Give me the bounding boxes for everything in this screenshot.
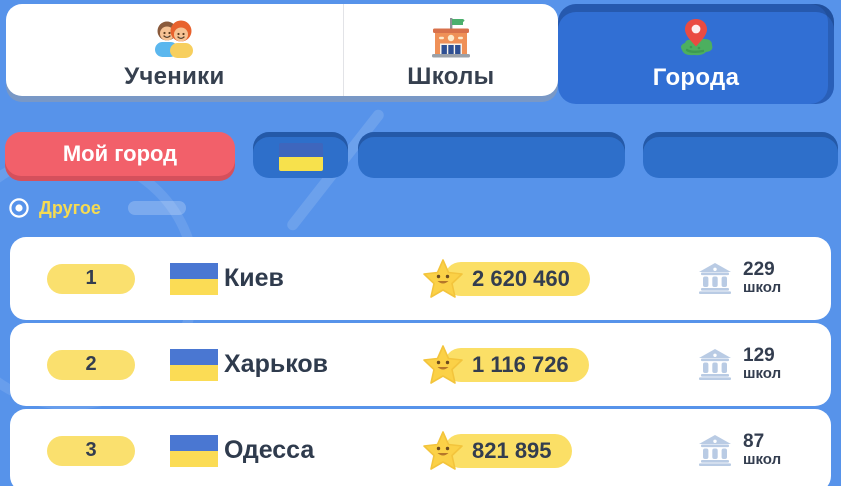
my-city-button-label: Мой город	[62, 141, 178, 166]
score-value: 1 116 726	[444, 347, 589, 382]
show-other-toggle[interactable]: Другое	[8, 197, 101, 219]
other-label: Другое	[39, 197, 101, 218]
score-value: 821 895	[444, 433, 572, 468]
schools-unit: школ	[743, 365, 782, 383]
leaderboard-row[interactable]: 2 Харьков 1 116 726	[10, 323, 831, 406]
schools-count: 129	[743, 345, 775, 367]
tab-students[interactable]: Ученики	[6, 4, 343, 96]
tab-schools[interactable]: Школы	[342, 4, 558, 96]
schools-count: 229	[743, 259, 775, 281]
map-road-decoration	[128, 201, 186, 215]
schools-count: 87	[743, 431, 765, 453]
tab-schools-label: Школы	[407, 62, 495, 90]
star-score-icon	[422, 344, 464, 386]
city-name: Киев	[224, 264, 284, 292]
rank-badge: 3	[47, 435, 135, 466]
leaderboard-row[interactable]: 3 Одесса 821 895	[10, 409, 831, 486]
rank-badge: 1	[47, 263, 135, 294]
eye-icon	[8, 197, 30, 219]
schools-unit: школ	[743, 451, 782, 469]
filter-button-empty-1[interactable]	[358, 132, 625, 178]
map-pin-icon	[673, 16, 719, 62]
tab-cities-label: Города	[652, 64, 740, 91]
tab-cities[interactable]: Города	[558, 4, 834, 104]
city-name: Одесса	[224, 436, 315, 464]
star-score-icon	[422, 258, 464, 300]
school-count-icon	[698, 349, 732, 380]
students-icon	[150, 14, 198, 60]
ukraine-flag-icon	[278, 143, 323, 171]
ukraine-flag-icon	[170, 262, 218, 295]
city-name: Харьков	[224, 350, 329, 378]
ukraine-flag-icon	[170, 348, 218, 381]
ukraine-flag-icon	[170, 434, 218, 467]
filter-button-empty-2[interactable]	[643, 132, 838, 178]
tab-bar: Ученики Школы	[6, 4, 558, 96]
score-value: 2 620 460	[444, 261, 590, 296]
rank-badge: 2	[47, 349, 135, 380]
school-count-icon	[698, 263, 732, 294]
my-city-button[interactable]: Мой город	[5, 132, 235, 176]
leaderboard-row[interactable]: 1 Киев 2 620 460	[10, 237, 831, 320]
school-icon	[428, 14, 474, 60]
star-score-icon	[422, 430, 464, 472]
school-count-icon	[698, 435, 732, 466]
country-filter-button[interactable]	[253, 132, 348, 178]
schools-unit: школ	[743, 279, 782, 297]
tab-students-label: Ученики	[124, 62, 225, 90]
